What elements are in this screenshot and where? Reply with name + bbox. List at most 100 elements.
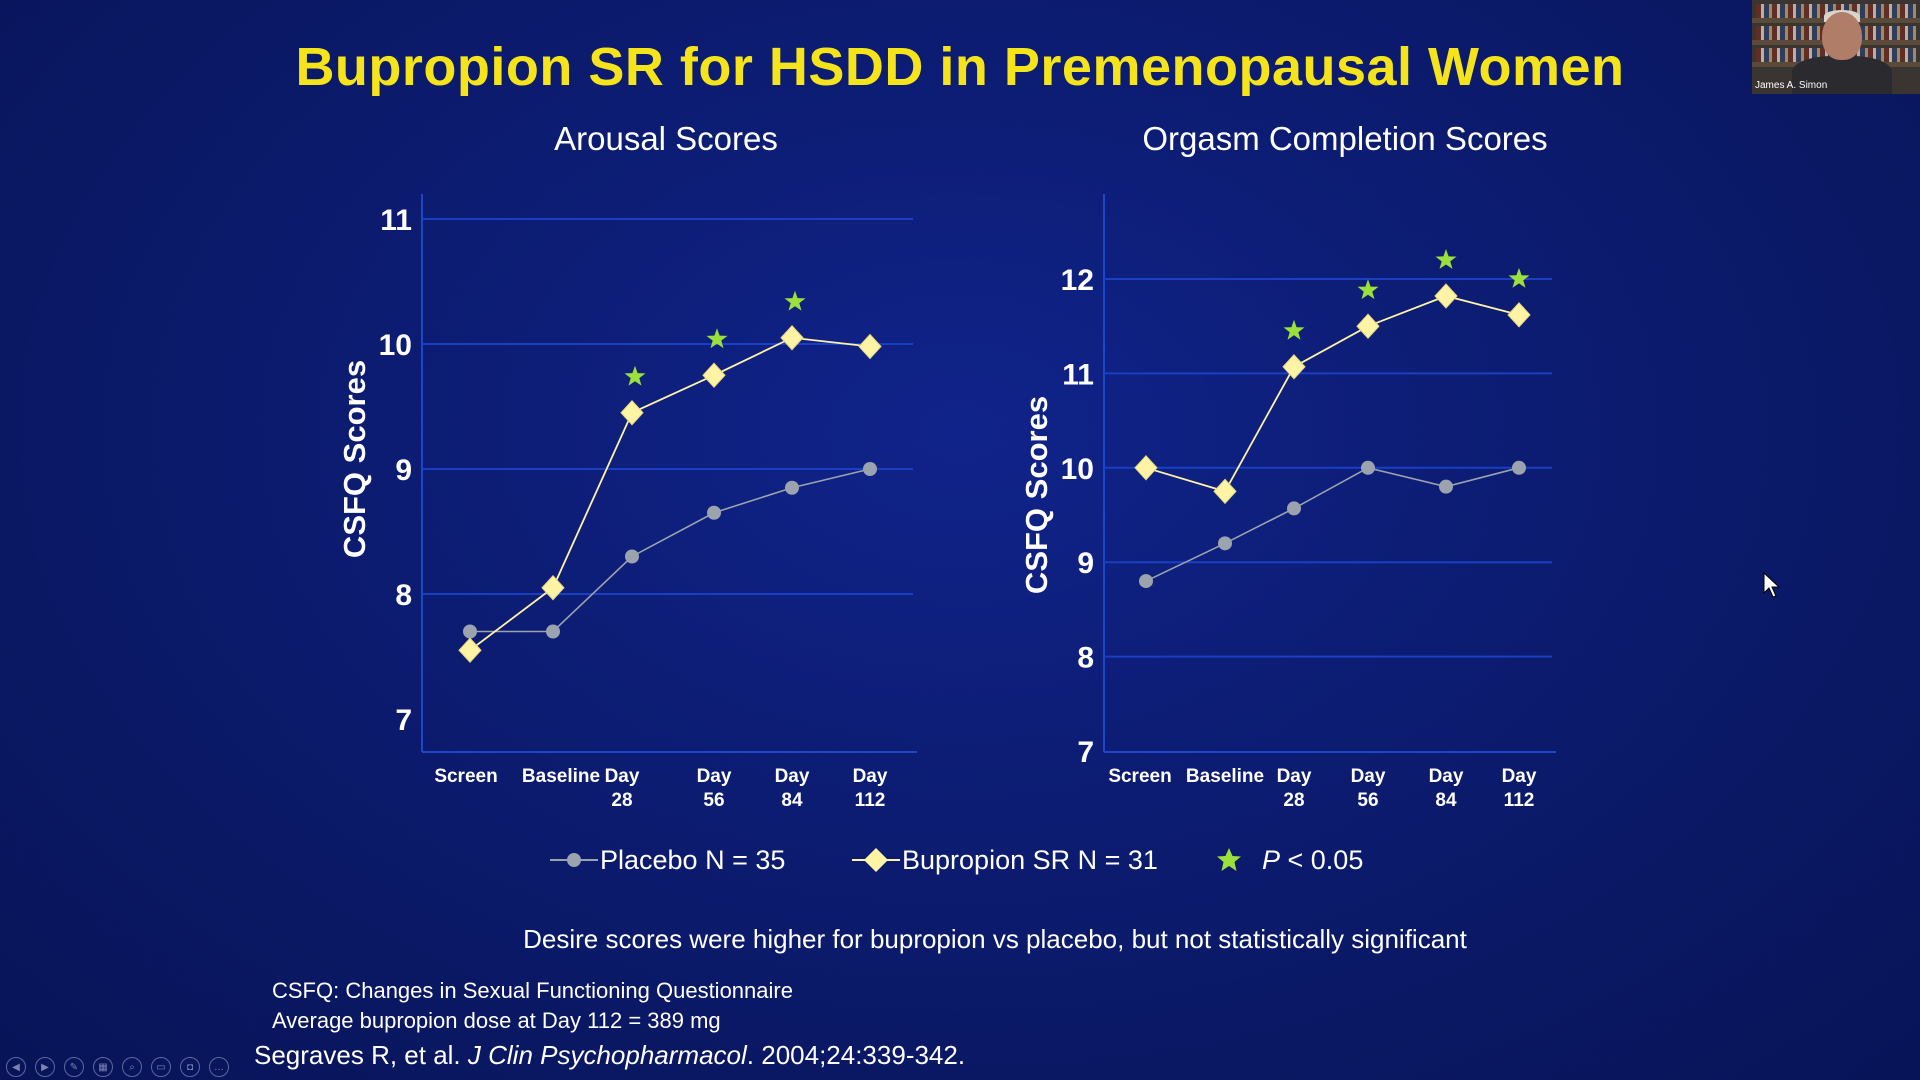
webcam-video: James A. Simon (1752, 0, 1920, 94)
y-tick-label: 12 (1061, 264, 1094, 297)
x-tick-label: 56 (703, 790, 724, 811)
citation: Segraves R, et al. J Clin Psychopharmaco… (254, 1040, 965, 1071)
placebo-marker-icon (550, 853, 598, 867)
placebo-point (1218, 536, 1232, 551)
placebo-point (625, 549, 639, 564)
bupropion-point (620, 400, 644, 426)
desire-note: Desire scores were higher for bupropion … (523, 924, 1467, 954)
x-tick-label: 112 (1504, 790, 1535, 811)
y-axis-label: CSFQ Scores (1019, 396, 1054, 594)
citation-rest: . 2004;24:339-342. (746, 1040, 966, 1070)
y-tick-label: 10 (1061, 453, 1094, 486)
more-icon[interactable]: … (209, 1057, 229, 1077)
footnote-dose: Average bupropion dose at Day 112 = 389 … (272, 1008, 721, 1033)
bupropion-series-line (1145, 295, 1520, 493)
x-tick-label: Day (697, 766, 732, 787)
bupropion-point (458, 637, 482, 663)
orgasm-completion-scores-chart: 7 8 9 10 11 12 CSFQ Scores Screen Baseline Day 28 D… (1019, 194, 1556, 811)
y-tick-label: 7 (1077, 736, 1094, 769)
bupropion-point (858, 333, 882, 360)
y-tick-label: 8 (395, 579, 412, 612)
legend-p: P (1262, 844, 1281, 875)
legend-label-placebo: Placebo N = 35 (600, 844, 786, 875)
presenter-avatar (1822, 12, 1862, 60)
x-tick-label: Day (605, 766, 640, 787)
placebo-point (1287, 501, 1301, 516)
y-tick-label: 7 (395, 704, 412, 737)
slideshow-controls: ◀ ▶ ✎ ▦ ⌕ ▭ ◘ … (6, 1057, 229, 1077)
slides-icon[interactable]: ▦ (93, 1057, 113, 1077)
x-tick-label: Day (1277, 766, 1312, 787)
chart-title-arousal: Arousal Scores (554, 120, 778, 157)
placebo-series-line (1145, 466, 1520, 582)
pen-icon[interactable]: ✎ (64, 1057, 84, 1077)
camera-icon[interactable]: ◘ (180, 1057, 200, 1077)
placebo-point (863, 462, 877, 476)
placebo-point (707, 505, 721, 520)
significance-star-icon (1357, 279, 1379, 300)
x-tick-label: 28 (611, 790, 632, 811)
x-tick-label: Screen (434, 766, 497, 787)
y-tick-label: 11 (380, 204, 412, 237)
placebo-point (1439, 479, 1453, 494)
subtitles-icon[interactable]: ▭ (151, 1057, 171, 1077)
placebo-point (546, 624, 560, 639)
significance-star-icon (1283, 319, 1305, 340)
placebo-point (1512, 460, 1526, 475)
next-icon[interactable]: ▶ (35, 1057, 55, 1077)
significance-star-icon (706, 328, 728, 349)
bupropion-marker-icon (852, 848, 900, 872)
x-tick-label: Day (1502, 766, 1537, 787)
x-tick-label: Screen (1108, 766, 1171, 787)
previous-icon[interactable]: ◀ (6, 1057, 26, 1077)
footnote-csfq: CSFQ: Changes in Sexual Functioning Ques… (272, 978, 793, 1003)
x-tick-label: 112 (855, 790, 886, 811)
x-tick-label: Baseline (1186, 766, 1264, 787)
y-axis-label: CSFQ Scores (337, 360, 372, 558)
x-tick-label: Baseline (522, 766, 600, 787)
x-tick-label: 56 (1357, 790, 1378, 811)
x-tick-label: 84 (781, 790, 803, 811)
bupropion-point (1356, 313, 1380, 339)
x-tick-label: Day (853, 766, 888, 787)
bupropion-point (1434, 283, 1458, 309)
zoom-icon[interactable]: ⌕ (122, 1057, 142, 1077)
y-tick-label: 8 (1077, 642, 1094, 675)
significance-star-icon (1508, 267, 1530, 288)
x-tick-label: 28 (1283, 790, 1304, 811)
x-tick-label: 84 (1435, 790, 1457, 811)
bupropion-point (702, 362, 726, 388)
x-tick-label: Day (775, 766, 810, 787)
bupropion-point (1213, 478, 1237, 505)
x-tick-label: Day (1351, 766, 1386, 787)
significance-star-icon (624, 365, 646, 386)
legend-item-placebo: Placebo N = 35 (548, 840, 785, 880)
citation-authors: Segraves R, et al. (254, 1040, 468, 1070)
legend-item-bupropion: Bupropion SR N = 31 (850, 840, 1158, 880)
chart-legend: Placebo N = 35 Bupropion SR N = 31 P < 0… (548, 840, 1408, 880)
chart-title-orgasm: Orgasm Completion Scores (1142, 120, 1548, 157)
mouse-cursor-icon (1763, 572, 1781, 598)
bupropion-series-line (469, 336, 871, 651)
bupropion-point (1134, 455, 1158, 481)
legend-item-significance: P < 0.05 (1214, 840, 1363, 880)
bupropion-point (541, 575, 565, 601)
webcam-name: James A. Simon (1755, 80, 1828, 91)
x-tick-label: Day (1429, 766, 1464, 787)
star-icon (1217, 848, 1241, 871)
placebo-point (1361, 460, 1375, 475)
y-tick-label: 9 (395, 454, 412, 487)
y-tick-label: 9 (1077, 547, 1094, 580)
significance-star-icon (784, 290, 806, 311)
placebo-series-line (470, 468, 871, 633)
legend-label-bupropion: Bupropion SR N = 31 (902, 844, 1158, 875)
citation-journal: J Clin Psychopharmacol (467, 1040, 747, 1070)
legend-p-rest: < 0.05 (1280, 844, 1364, 875)
slide-title: Bupropion SR for HSDD in Premenopausal W… (295, 37, 1625, 97)
placebo-point (785, 480, 799, 495)
bupropion-point (1507, 302, 1531, 328)
bupropion-point (780, 325, 804, 351)
bupropion-point (1282, 354, 1306, 380)
placebo-point (463, 624, 477, 639)
